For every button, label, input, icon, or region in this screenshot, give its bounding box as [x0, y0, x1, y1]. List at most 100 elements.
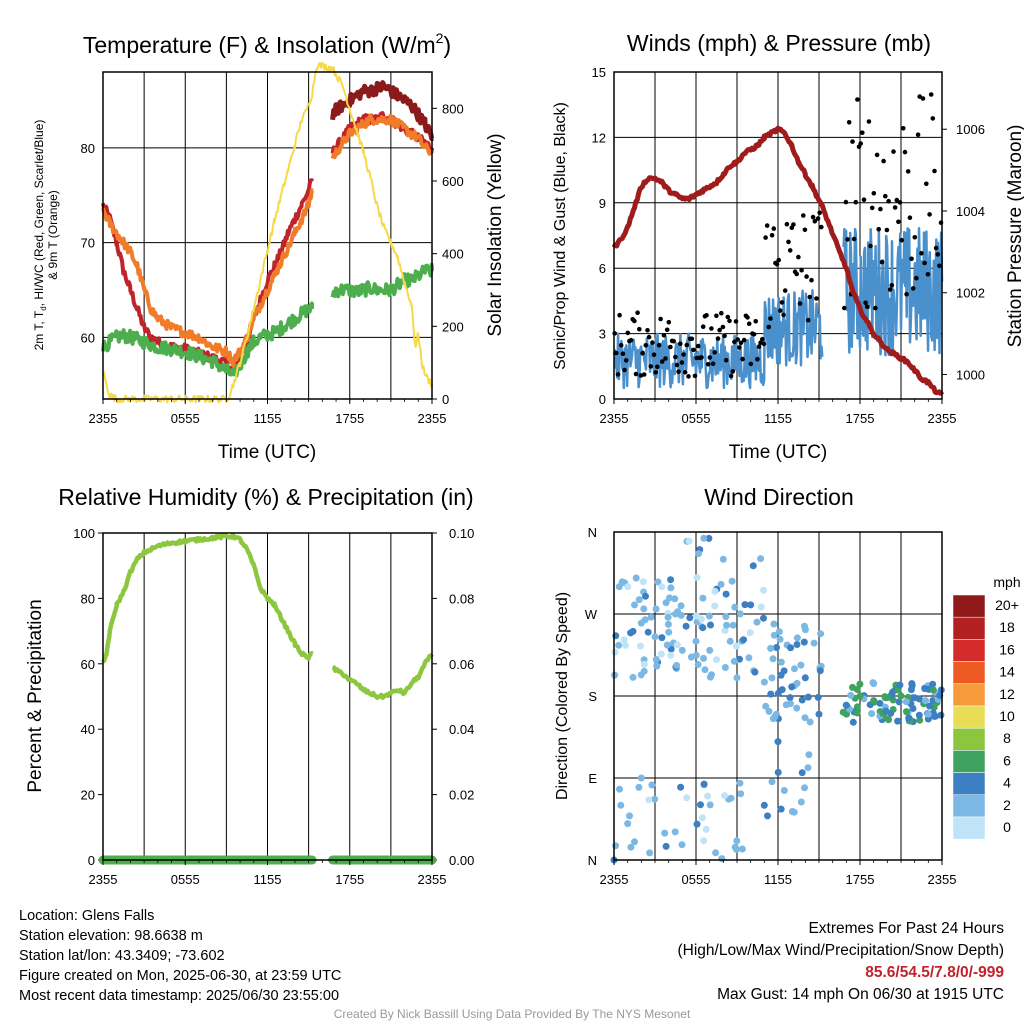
recent-data-text: Most recent data timestamp: 2025/06/30 2…	[19, 988, 340, 1004]
direction-point	[804, 693, 812, 701]
location-text: Location: Glens Falls	[19, 908, 155, 924]
direction-point	[678, 841, 686, 849]
gust-point	[655, 364, 660, 370]
extremes-title: Extremes For Past 24 Hours	[808, 920, 1004, 937]
direction-point	[790, 808, 798, 816]
direction-point	[806, 718, 814, 726]
gust-point	[937, 263, 942, 269]
gust-point	[663, 356, 668, 361]
max-gust-text: Max Gust: 14 mph On 06/30 at 1915 UTC	[717, 986, 1004, 1003]
rh-xtick-label: 0555	[171, 872, 200, 887]
temp-ylabel-left: 2m T, Td, HI/WC (Red, Green, Scarlet/Blu…	[32, 120, 48, 351]
gust-point	[727, 318, 732, 324]
direction-point	[693, 820, 701, 828]
direction-point	[736, 610, 744, 618]
gust-point	[876, 227, 881, 232]
colorbar-swatch	[952, 705, 986, 729]
direction-point	[733, 837, 741, 845]
colorbar-label: 14	[999, 664, 1015, 680]
direction-point	[700, 780, 708, 788]
gust-point	[725, 314, 731, 320]
gust-point	[641, 372, 647, 377]
wind-xtick-label: 2355	[928, 411, 957, 426]
direction-point	[629, 673, 637, 681]
rh-ytick-label: 20	[81, 788, 95, 803]
direction-point	[723, 621, 731, 629]
direction-point	[786, 694, 794, 702]
gust-point	[720, 324, 726, 330]
dir-xtick-label: 2355	[928, 872, 957, 887]
gust-point	[732, 339, 737, 345]
gust-point	[764, 223, 770, 228]
wind-ytick-right-label: 1002	[956, 286, 985, 301]
gust-point	[622, 367, 627, 373]
gust-point	[851, 236, 857, 242]
gust-point	[920, 96, 926, 101]
colorbar-swatch	[952, 661, 986, 685]
wind-ytick-right-label: 1006	[956, 122, 985, 137]
gust-point	[682, 369, 688, 375]
gust-point	[666, 319, 672, 325]
gust-point	[691, 347, 696, 353]
gust-point	[817, 210, 822, 216]
temp-series-line	[101, 113, 434, 368]
colorbar-swatch	[952, 727, 986, 751]
temp-ytick-right-label: 400	[442, 247, 464, 262]
direction-point	[695, 550, 702, 558]
latlon-text: Station lat/lon: 43.3409; -73.602	[19, 948, 225, 964]
direction-point	[640, 605, 648, 613]
wind-ytick-label: 15	[592, 65, 606, 80]
direction-point	[627, 843, 635, 851]
direction-point	[733, 674, 741, 682]
direction-point	[711, 587, 719, 595]
direction-point	[706, 801, 714, 809]
direction-point	[760, 614, 767, 622]
gust-point	[905, 169, 911, 174]
wind-ytick-label: 0	[599, 392, 606, 407]
direction-point	[631, 838, 638, 846]
gust-point	[707, 355, 713, 360]
direction-point	[699, 624, 707, 632]
gust-point	[919, 251, 924, 256]
gust-point	[648, 364, 654, 369]
gust-point	[805, 317, 811, 323]
direction-point	[663, 641, 671, 649]
gust-point	[842, 305, 847, 311]
wind-xtick-label: 1155	[764, 411, 792, 426]
rh-ytick-label: 60	[81, 657, 95, 672]
rh-ytick-label: 0	[88, 853, 95, 868]
direction-point	[683, 794, 691, 802]
gust-point	[674, 362, 680, 368]
direction-point	[797, 661, 805, 669]
direction-point	[635, 783, 643, 791]
gust-point	[645, 328, 650, 333]
direction-point	[653, 662, 661, 670]
direction-point	[635, 596, 643, 604]
gust-point	[843, 199, 849, 205]
gust-point	[904, 291, 909, 297]
gust-point	[907, 215, 913, 220]
gust-point	[869, 205, 875, 211]
direction-point	[896, 681, 904, 689]
gust-point	[658, 316, 663, 322]
gust-point	[755, 357, 760, 362]
direction-point	[664, 613, 672, 621]
direction-point	[704, 792, 712, 800]
direction-point	[769, 655, 777, 663]
direction-point	[911, 694, 919, 702]
direction-point	[853, 709, 861, 717]
gust-point	[686, 374, 691, 379]
gust-point	[741, 337, 747, 343]
gust-point	[897, 200, 903, 205]
gust-point	[784, 221, 790, 227]
direction-point	[671, 595, 679, 603]
direction-point	[741, 601, 749, 609]
direction-point	[760, 678, 768, 686]
direction-point	[652, 656, 660, 663]
gust-point	[709, 326, 714, 331]
wind-panel-title: Winds (mph) & Pressure (mb)	[627, 30, 931, 56]
direction-point	[856, 680, 864, 688]
colorbar-label: 6	[1003, 752, 1011, 768]
wind-ytick-right-label: 1004	[956, 204, 985, 219]
